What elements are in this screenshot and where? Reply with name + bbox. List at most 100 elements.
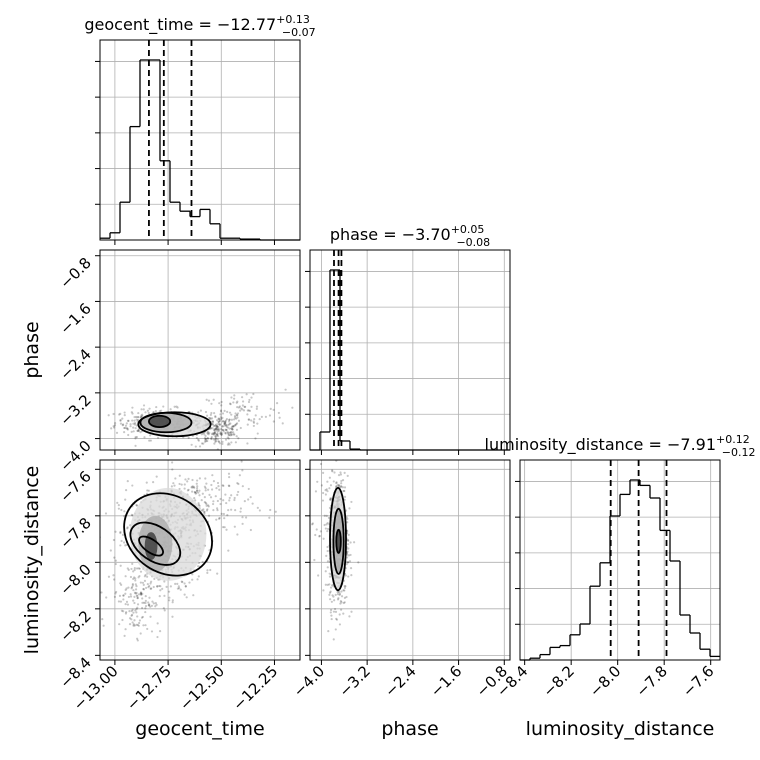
sample-point <box>122 423 125 426</box>
sample-point <box>141 415 144 418</box>
sample-point <box>225 417 229 421</box>
sample-point <box>168 596 171 599</box>
sample-point <box>346 561 350 564</box>
sample-point <box>254 437 257 440</box>
sample-point <box>112 538 116 542</box>
sample-point <box>171 615 174 618</box>
x-tick-label-phase-3: −1.6 <box>427 662 465 700</box>
sample-point <box>340 601 343 604</box>
sample-point <box>129 423 132 426</box>
sample-point <box>215 425 219 428</box>
sample-point <box>119 531 122 535</box>
sample-point <box>269 407 272 411</box>
sample-point <box>234 509 237 512</box>
sample-point <box>134 444 137 447</box>
sample-point <box>132 422 135 425</box>
y-tick-label-luminosity_distance-4: −7.6 <box>56 467 94 505</box>
sample-point <box>237 482 240 486</box>
sample-point <box>205 509 209 512</box>
sample-point <box>122 598 125 601</box>
sample-point <box>132 570 135 573</box>
sample-point <box>126 567 129 570</box>
sample-point <box>219 432 222 435</box>
sample-point <box>258 418 261 421</box>
sample-point <box>229 431 232 434</box>
y-tick-label-luminosity_distance-2: −8.0 <box>56 560 94 598</box>
sample-point <box>219 409 223 412</box>
sample-point <box>196 489 199 492</box>
sample-point <box>141 615 144 619</box>
sample-point <box>236 416 239 419</box>
sample-point <box>338 484 341 487</box>
sample-point <box>226 513 229 517</box>
sample-point <box>141 597 144 600</box>
sample-point <box>160 409 163 412</box>
sample-point <box>264 415 268 418</box>
sample-point <box>113 556 116 559</box>
sample-point <box>234 412 237 415</box>
sample-point <box>139 431 142 434</box>
sample-point <box>123 426 126 430</box>
sample-point <box>221 420 225 423</box>
sample-point <box>159 585 162 588</box>
sample-point <box>198 477 201 480</box>
sample-point <box>233 394 236 397</box>
sample-point <box>346 561 350 564</box>
sample-point <box>217 420 221 423</box>
sample-point <box>212 398 215 401</box>
sample-point <box>256 422 259 425</box>
sample-point <box>335 485 338 488</box>
sample-point <box>144 595 147 598</box>
sample-point <box>346 517 349 520</box>
sample-point <box>250 396 253 399</box>
sample-point <box>144 573 147 577</box>
sample-point <box>137 429 141 433</box>
sample-point <box>339 471 342 474</box>
sample-point <box>136 639 139 642</box>
sample-point <box>119 418 122 422</box>
sample-point <box>207 488 210 491</box>
sample-point <box>154 605 157 608</box>
sample-point <box>222 484 225 487</box>
sample-point <box>195 436 198 440</box>
sample-point <box>127 586 130 589</box>
sample-point <box>226 410 229 413</box>
sample-point <box>123 431 126 434</box>
sample-point <box>214 427 217 431</box>
sample-point <box>217 417 220 420</box>
sample-point <box>229 403 232 406</box>
sample-point <box>178 474 181 477</box>
sample-point <box>112 425 115 428</box>
sample-point <box>206 569 209 572</box>
sample-point <box>318 535 321 538</box>
sample-point <box>206 430 210 433</box>
sample-point <box>342 612 345 615</box>
sample-point <box>124 498 127 501</box>
sample-point <box>345 563 348 566</box>
sample-point <box>329 598 332 601</box>
sample-point <box>131 608 134 611</box>
sample-point <box>233 498 236 502</box>
sample-point <box>227 509 230 512</box>
sample-point <box>131 406 134 409</box>
sample-point <box>326 566 329 569</box>
sample-point <box>222 499 225 502</box>
sample-point <box>278 416 281 419</box>
sample-point <box>252 421 256 424</box>
sample-point <box>250 419 253 422</box>
sample-point <box>184 585 187 588</box>
sample-point <box>346 521 349 524</box>
sample-point <box>142 583 145 586</box>
sample-point <box>193 486 196 489</box>
sample-point <box>204 501 207 504</box>
sample-point <box>235 417 238 420</box>
sample-point <box>141 413 144 416</box>
sample-point <box>156 436 160 439</box>
sample-point <box>146 575 149 578</box>
density-panel-geocent_time-vs-phase: −4.0 −3.2 −2.4 −1.6 −0.8 <box>56 249 301 475</box>
sample-point <box>247 409 250 412</box>
title-minus-error: −0.08 <box>456 236 490 249</box>
sample-point <box>141 601 144 604</box>
sample-point <box>213 431 216 435</box>
axes-frame <box>99 459 301 661</box>
